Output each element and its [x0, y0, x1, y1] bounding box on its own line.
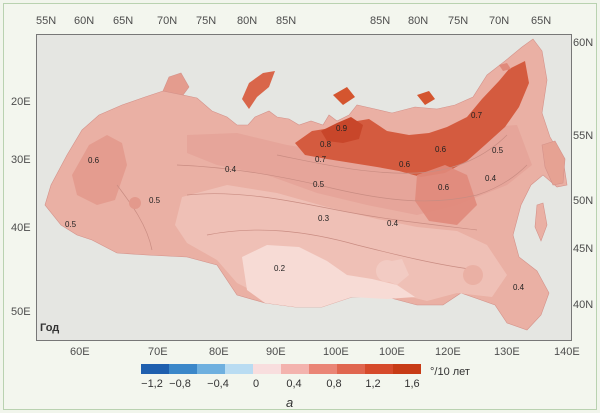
lon-label-left: 40E	[11, 222, 31, 234]
legend-swatch	[337, 364, 365, 374]
isoline-label: 0.4	[485, 174, 497, 183]
spot-west	[129, 197, 141, 209]
lat-label-right: 55N	[573, 130, 594, 142]
legend-tick: 1,2	[365, 378, 381, 390]
spot-amur	[463, 265, 483, 285]
lon-label-bottom: 80E	[209, 346, 229, 358]
isolines-group	[116, 134, 528, 271]
lon-label-bottom: 120E	[435, 346, 461, 358]
russia-warming-map	[37, 35, 571, 340]
zone-west-06	[72, 135, 127, 205]
lat-label-top: 55N	[36, 15, 57, 27]
isoline-label: 0.2	[274, 264, 286, 273]
sakhalin	[534, 202, 548, 242]
map-frame: 0.6 0.5 0.5 0.4 0.3 0.2 0.4 0.5 0.7 0.8 …	[36, 34, 572, 341]
spot-mongolia	[376, 260, 398, 282]
lon-label-bottom: 100E	[379, 346, 405, 358]
novaya-zemlya	[242, 71, 275, 109]
lat-label-top: 65N	[113, 15, 134, 27]
isoline-label: 0.5	[492, 146, 504, 155]
isoline-label: 0.7	[471, 111, 483, 120]
panel-period-label: Год	[40, 322, 60, 334]
isoline-label: 0.5	[65, 220, 77, 229]
lon-label-bottom: 130E	[494, 346, 520, 358]
legend-tick: 0	[252, 378, 260, 390]
isoline-label: 0.4	[225, 165, 237, 174]
lon-label-bottom: 60E	[70, 346, 90, 358]
isoline-label: 0.3	[318, 214, 330, 223]
legend-swatch	[281, 364, 309, 374]
lon-label-bottom: 70E	[148, 346, 168, 358]
isoline-label: 0.5	[149, 196, 161, 205]
isoline-label: 0.4	[387, 219, 399, 228]
legend-swatch	[253, 364, 281, 374]
legend-tick: −0,4	[207, 378, 229, 390]
isoline-label: 0.6	[88, 156, 100, 165]
isoline-label: 0.9	[336, 124, 348, 133]
isoline-label: 0.7	[315, 155, 327, 164]
figure-caption: а	[286, 395, 294, 410]
legend-swatch	[309, 364, 337, 374]
lon-label-bottom: 100E	[323, 346, 349, 358]
lat-label-right: 50N	[573, 195, 594, 207]
severnaya-zemlya	[333, 87, 355, 105]
lat-label-right: 45N	[573, 243, 594, 255]
zone-taymyr-hot	[295, 61, 529, 177]
lon-label-bottom: 90E	[266, 346, 286, 358]
legend-swatch	[141, 364, 169, 374]
isoline-label: 0.6	[435, 145, 447, 154]
lon-label-bottom: 140E	[554, 346, 580, 358]
figure-panel: 0.6 0.5 0.5 0.4 0.3 0.2 0.4 0.5 0.7 0.8 …	[3, 3, 597, 410]
lat-label-right: 60N	[573, 37, 594, 49]
zone-taymyr-09	[321, 117, 363, 143]
lat-label-top: 80N	[237, 15, 258, 27]
zone-east-06	[415, 165, 477, 225]
legend-swatch	[365, 364, 393, 374]
lat-label-top: 85N	[370, 15, 391, 27]
legend-unit: °/10 лет	[430, 366, 470, 378]
lon-label-left: 20E	[11, 96, 31, 108]
isoline-label: 0.6	[438, 183, 450, 192]
lat-label-top: 70N	[489, 15, 510, 27]
legend-tick: 1,6	[404, 378, 420, 390]
lat-label-top: 65N	[531, 15, 552, 27]
legend-tick: −0,8	[169, 378, 191, 390]
lat-label-top: 75N	[448, 15, 469, 27]
lon-label-left: 30E	[11, 154, 31, 166]
color-scale-bar	[141, 364, 421, 374]
legend-tick: −1,2	[141, 378, 163, 390]
legend-swatch	[393, 364, 421, 374]
lat-label-top: 80N	[408, 15, 429, 27]
isoline-label: 0.8	[320, 140, 332, 149]
isoline-label: 0.5	[313, 180, 325, 189]
legend-tick: 0,4	[286, 378, 302, 390]
new-siberian-islands	[417, 91, 435, 105]
legend-tick: 0,8	[326, 378, 342, 390]
isoline-label: 0.6	[399, 160, 411, 169]
lat-label-top: 70N	[157, 15, 178, 27]
zone-south-02	[242, 245, 415, 307]
legend-swatch	[225, 364, 253, 374]
kamchatka	[541, 140, 566, 186]
lat-label-top: 85N	[276, 15, 297, 27]
legend-swatch	[197, 364, 225, 374]
wrangel-island	[499, 63, 511, 71]
lat-label-top: 60N	[74, 15, 95, 27]
legend-swatch	[169, 364, 197, 374]
isoline-label: 0.4	[513, 283, 525, 292]
kola-peninsula	[162, 72, 190, 96]
lat-label-right: 40N	[573, 299, 594, 311]
lon-label-left: 50E	[11, 306, 31, 318]
lat-label-top: 75N	[196, 15, 217, 27]
